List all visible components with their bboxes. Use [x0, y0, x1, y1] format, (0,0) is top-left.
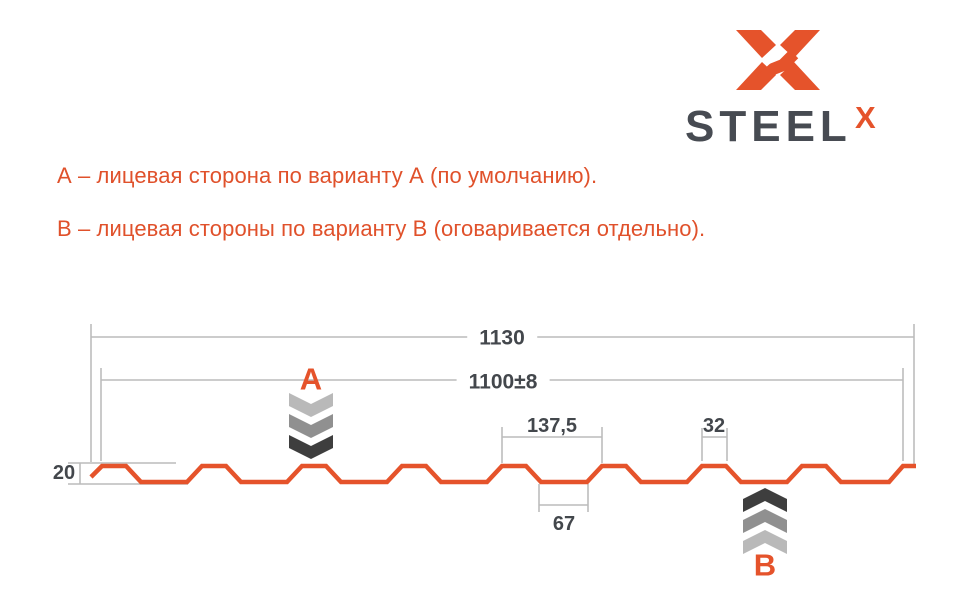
logo-wordmark: STEEL [685, 102, 852, 151]
side-a-chevrons-icon [289, 393, 333, 459]
marker-side-a: A [299, 361, 323, 397]
dimension-valley-width: 67 [552, 513, 576, 535]
profile-outline [89, 463, 916, 485]
logo-sup-x: X [855, 100, 876, 135]
dimension-rib-pitch: 137,5 [526, 415, 578, 437]
dimension-rib-top-width: 32 [702, 415, 726, 437]
steelx-logo-mark-icon [736, 30, 820, 90]
marker-side-b: B [753, 547, 777, 583]
dimension-profile-height: 20 [52, 462, 76, 484]
dimension-overall-width: 1130 [467, 325, 537, 351]
note-variant-b: В – лицевая стороны по варианту В (огова… [57, 216, 706, 241]
dimension-working-width: 1100±8 [456, 369, 550, 395]
note-variant-a: А – лицевая сторона по варианту А (по ум… [57, 163, 598, 188]
side-b-chevrons-icon [743, 488, 787, 554]
